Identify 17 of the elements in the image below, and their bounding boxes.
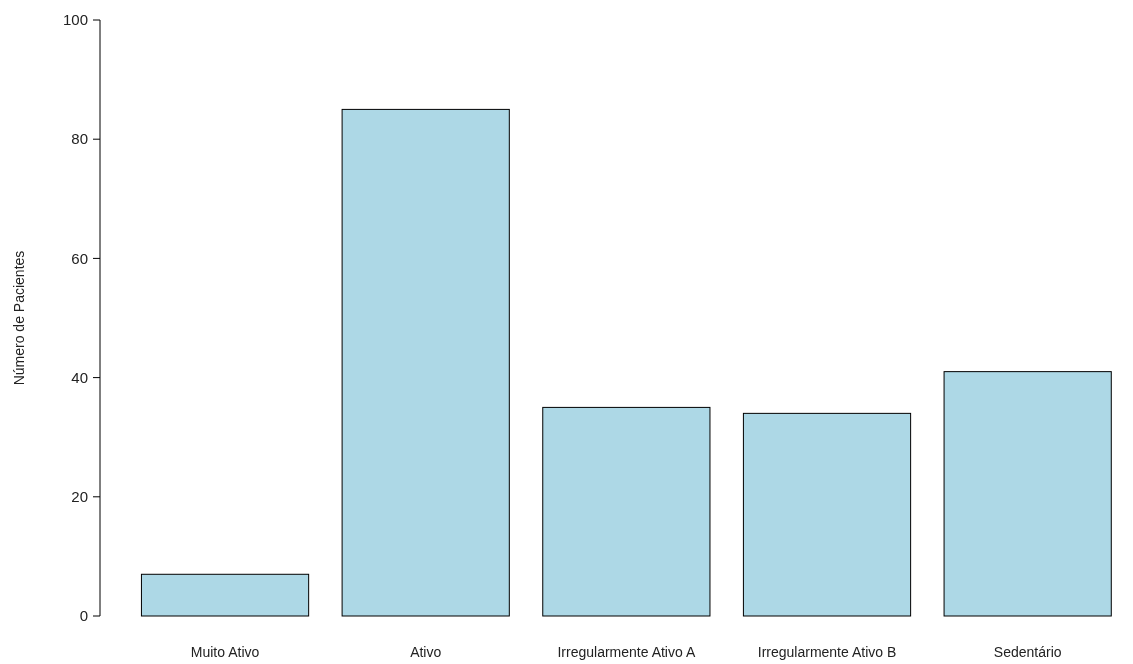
x-tick-label: Irregularmente Ativo A xyxy=(557,644,696,660)
y-tick-label: 60 xyxy=(71,249,88,267)
bar xyxy=(341,108,510,617)
y-tick-label: 40 xyxy=(71,368,88,386)
x-tick-label: Muito Ativo xyxy=(190,644,260,660)
x-tick-label: Ativo xyxy=(410,644,442,660)
bar xyxy=(140,573,310,617)
x-tick-label: Irregularmente Ativo B xyxy=(757,644,897,660)
y-tick-label: 20 xyxy=(71,488,88,506)
y-tick-label: 0 xyxy=(79,607,88,625)
y-axis-title: Número de Pacientes xyxy=(11,250,27,386)
bar xyxy=(943,371,1112,617)
bar xyxy=(742,412,912,617)
y-tick-label: 80 xyxy=(71,130,88,148)
bar xyxy=(542,406,711,617)
y-tick-label: 100 xyxy=(62,11,88,29)
x-tick-label: Sedentário xyxy=(993,644,1062,660)
